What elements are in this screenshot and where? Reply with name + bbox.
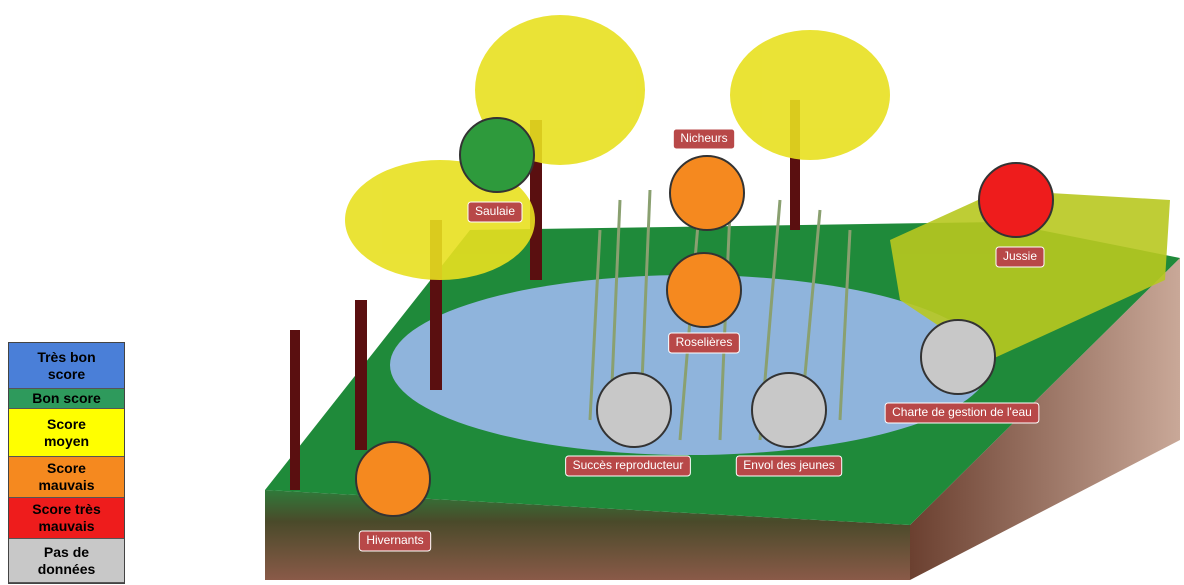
node-label-box	[358, 530, 432, 552]
node-icon	[666, 252, 742, 328]
node-icon	[459, 117, 535, 193]
legend-item: Bon score	[9, 389, 124, 409]
node-label: Succès reproducteur	[573, 458, 684, 472]
node-label-box	[565, 455, 691, 477]
legend-item: Score mauvais	[9, 457, 124, 498]
node-label: Envol des jeunes	[743, 458, 834, 472]
node-label-box	[884, 402, 1040, 424]
front-face	[265, 490, 910, 580]
node-icon	[596, 372, 672, 448]
node-label: Charte de gestion de l'eau	[892, 405, 1032, 419]
node-label: Saulaie	[475, 204, 515, 218]
node-icon	[669, 155, 745, 231]
legend-item: Score moyen	[9, 409, 124, 457]
node-icon	[978, 162, 1054, 238]
node-icon	[751, 372, 827, 448]
side-face	[910, 258, 1180, 580]
legend: Très bon score Bon score Score moyen Score …	[8, 342, 125, 584]
node-label: Roselières	[676, 335, 733, 349]
node-icon	[355, 441, 431, 517]
node-label: Jussie	[1003, 249, 1037, 263]
node-label-box	[672, 128, 736, 150]
node-label: Hivernants	[366, 533, 423, 547]
legend-item: Score très mauvais	[9, 498, 124, 539]
node-label-box	[735, 455, 843, 477]
node-label-box	[467, 201, 523, 223]
legend-item: Très bon score	[9, 343, 124, 389]
node-label-box	[995, 246, 1045, 268]
node-icon	[920, 319, 996, 395]
node-label-box	[668, 332, 740, 354]
node-label: Nicheurs	[680, 131, 727, 145]
legend-item: Pas de données	[9, 539, 124, 583]
